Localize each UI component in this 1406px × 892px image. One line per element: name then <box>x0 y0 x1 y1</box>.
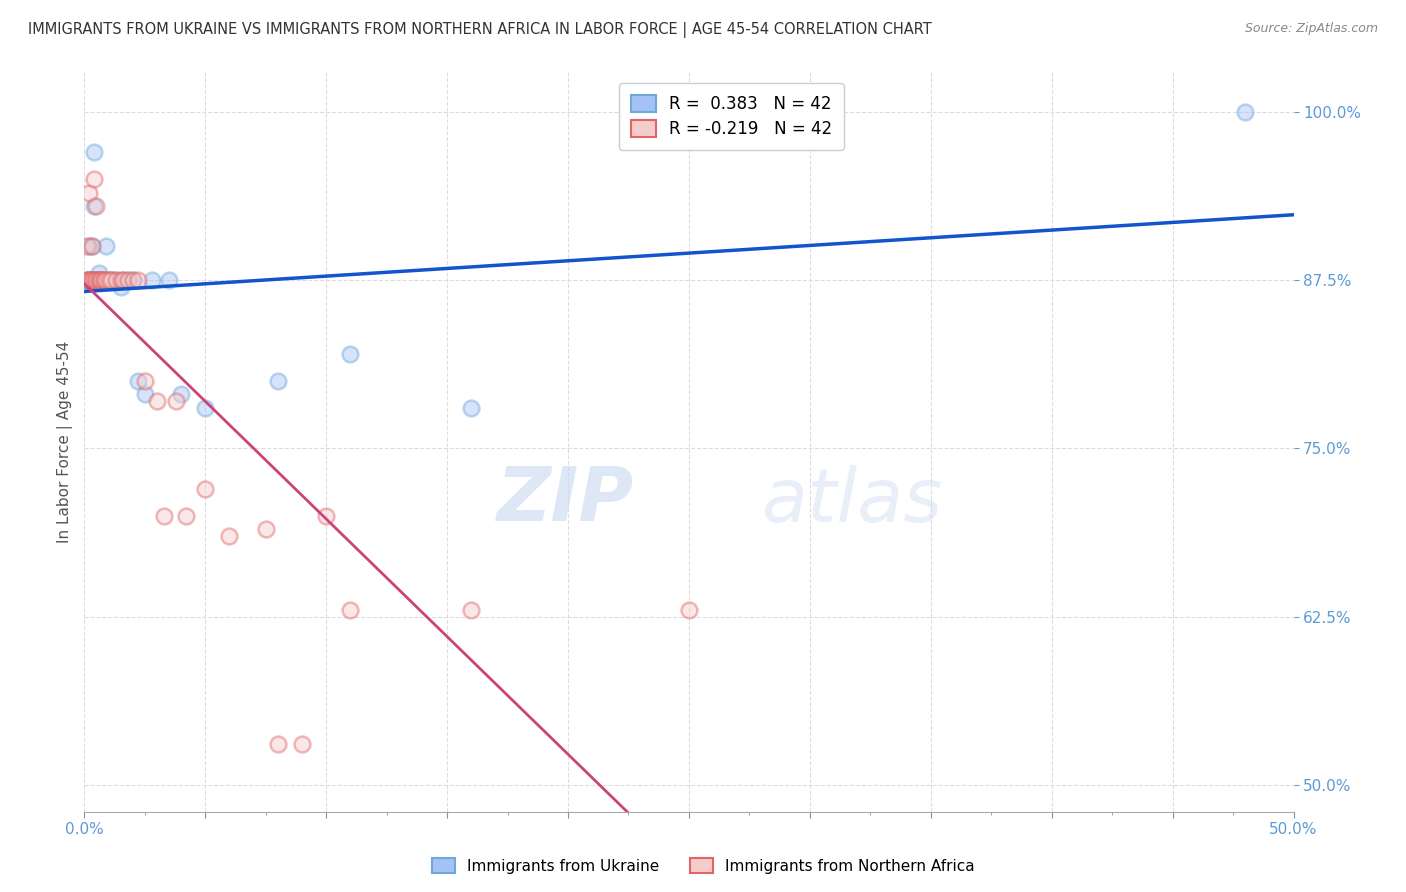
Point <box>127 374 149 388</box>
Point <box>86 273 108 287</box>
Point <box>127 273 149 287</box>
Point <box>76 239 98 253</box>
Point <box>100 273 122 287</box>
Point <box>86 273 108 287</box>
Point <box>112 273 135 287</box>
Point <box>93 273 115 287</box>
Point <box>97 273 120 287</box>
Point <box>83 273 105 287</box>
Point <box>80 239 103 253</box>
Point <box>80 273 103 287</box>
Text: ZIP: ZIP <box>498 464 634 537</box>
Point <box>86 273 108 287</box>
Text: IMMIGRANTS FROM UKRAINE VS IMMIGRANTS FROM NORTHERN AFRICA IN LABOR FORCE | AGE : IMMIGRANTS FROM UKRAINE VS IMMIGRANTS FR… <box>28 22 932 38</box>
Point <box>121 273 143 287</box>
Point <box>87 273 110 287</box>
Point <box>267 738 290 752</box>
Point <box>80 273 103 287</box>
Point <box>76 273 98 287</box>
Point <box>80 273 103 287</box>
Point <box>94 273 117 287</box>
Point <box>117 273 139 287</box>
Point <box>141 273 163 287</box>
Point <box>146 394 169 409</box>
Point <box>165 394 187 409</box>
Point <box>86 273 108 287</box>
Point <box>97 273 120 287</box>
Point <box>77 273 100 287</box>
Point <box>678 603 700 617</box>
Point <box>254 522 277 536</box>
Point <box>76 273 98 287</box>
Point <box>90 273 112 287</box>
Point <box>83 145 105 160</box>
Point <box>153 508 176 523</box>
Point <box>194 401 217 415</box>
Point <box>1234 104 1257 119</box>
Point <box>117 273 139 287</box>
Point <box>87 273 110 287</box>
Point <box>103 273 125 287</box>
Point <box>86 273 108 287</box>
Point <box>83 273 105 287</box>
Point <box>93 273 115 287</box>
Point <box>77 239 100 253</box>
Point <box>100 273 122 287</box>
Point <box>80 239 103 253</box>
Point <box>90 273 112 287</box>
Point <box>90 273 112 287</box>
Legend: R =  0.383   N = 42, R = -0.219   N = 42: R = 0.383 N = 42, R = -0.219 N = 42 <box>619 83 844 150</box>
Point <box>134 387 156 401</box>
Y-axis label: In Labor Force | Age 45-54: In Labor Force | Age 45-54 <box>58 341 73 542</box>
Point <box>315 508 337 523</box>
Point <box>77 273 100 287</box>
Text: Source: ZipAtlas.com: Source: ZipAtlas.com <box>1244 22 1378 36</box>
Point <box>76 273 98 287</box>
Point <box>218 529 240 543</box>
Point <box>94 239 117 253</box>
Point <box>80 273 103 287</box>
Point <box>339 603 361 617</box>
Point <box>86 273 108 287</box>
Point <box>170 387 193 401</box>
Point <box>339 347 361 361</box>
Point <box>87 273 110 287</box>
Point <box>460 401 482 415</box>
Point <box>83 199 105 213</box>
Point <box>90 273 112 287</box>
Text: atlas: atlas <box>762 465 943 537</box>
Point <box>291 738 314 752</box>
Point <box>93 273 115 287</box>
Point <box>86 199 108 213</box>
Point <box>112 273 135 287</box>
Point <box>460 603 482 617</box>
Point <box>83 172 105 186</box>
Point <box>104 273 127 287</box>
Point <box>77 186 100 200</box>
Legend: Immigrants from Ukraine, Immigrants from Northern Africa: Immigrants from Ukraine, Immigrants from… <box>426 852 980 880</box>
Point <box>77 273 100 287</box>
Point <box>110 273 132 287</box>
Point <box>80 273 103 287</box>
Point <box>134 374 156 388</box>
Point <box>267 374 290 388</box>
Point <box>83 273 105 287</box>
Point <box>87 273 110 287</box>
Point <box>121 273 143 287</box>
Point <box>87 266 110 280</box>
Point <box>157 273 180 287</box>
Point <box>104 273 127 287</box>
Point <box>77 273 100 287</box>
Point <box>110 279 132 293</box>
Point <box>174 508 197 523</box>
Point <box>194 482 217 496</box>
